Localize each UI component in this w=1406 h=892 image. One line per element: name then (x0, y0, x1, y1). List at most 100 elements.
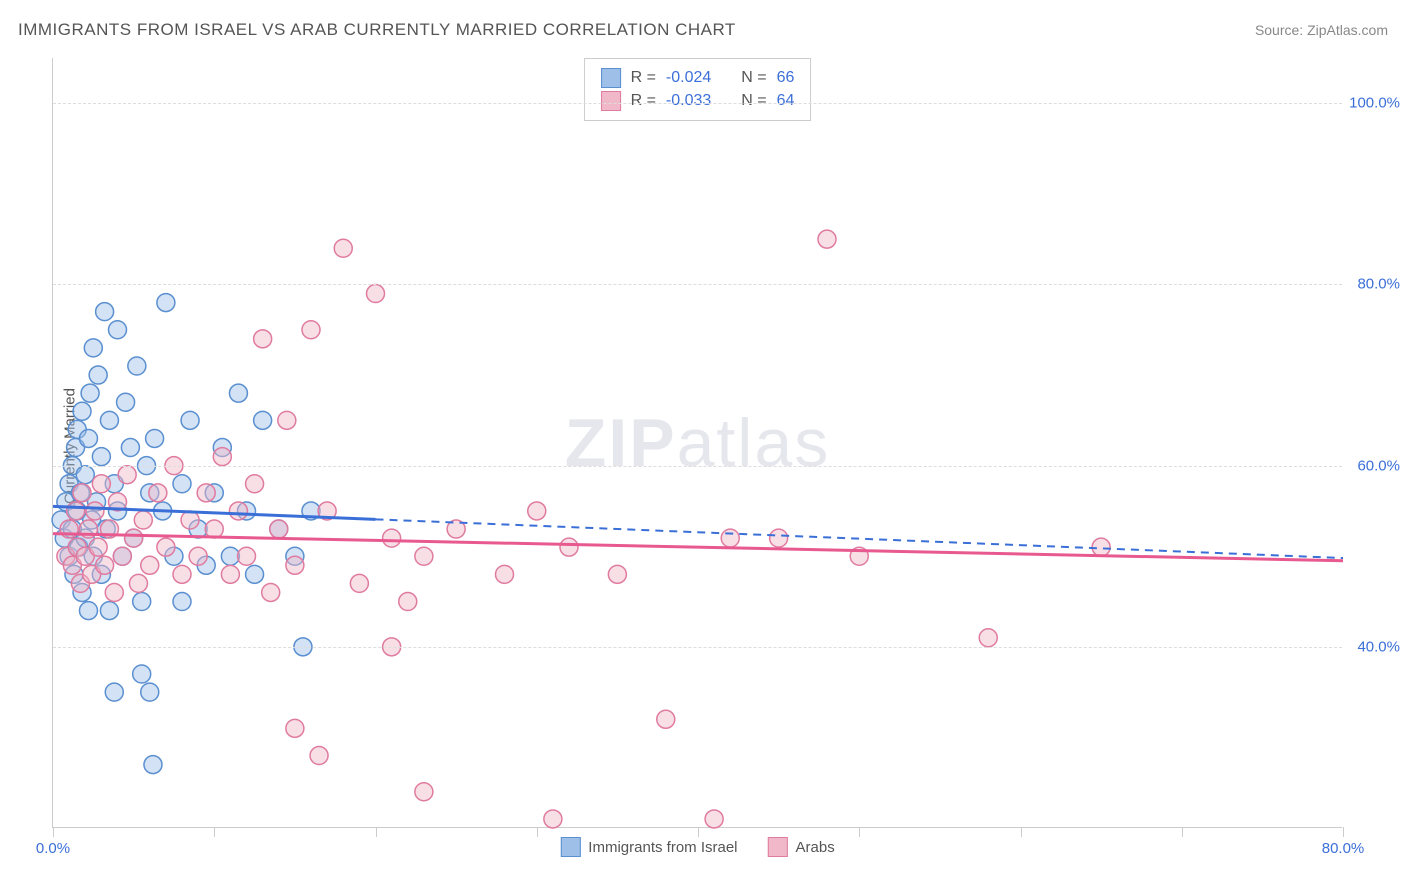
data-point (278, 411, 296, 429)
y-tick-label: 80.0% (1348, 276, 1400, 293)
data-point (181, 511, 199, 529)
x-tick (1182, 827, 1183, 837)
stats-row-series-1: R = -0.033 N = 64 (601, 91, 795, 111)
data-point (92, 475, 110, 493)
data-point (113, 547, 131, 565)
plot-svg (53, 58, 1343, 828)
data-point (608, 565, 626, 583)
data-point (544, 810, 562, 828)
data-point (173, 475, 191, 493)
data-point (109, 321, 127, 339)
data-point (238, 547, 256, 565)
stats-n-label: N = (741, 69, 766, 87)
data-point (128, 357, 146, 375)
data-point (189, 547, 207, 565)
data-point (286, 556, 304, 574)
data-point (254, 411, 272, 429)
y-tick-label: 100.0% (1348, 95, 1400, 112)
data-point (173, 593, 191, 611)
data-point (770, 529, 788, 547)
data-point (118, 466, 136, 484)
data-point (528, 502, 546, 520)
data-point (254, 330, 272, 348)
data-point (399, 593, 417, 611)
data-point (146, 429, 164, 447)
x-tick (859, 827, 860, 837)
data-point (367, 285, 385, 303)
data-point (157, 294, 175, 312)
data-point (133, 593, 151, 611)
data-point (229, 384, 247, 402)
data-point (383, 529, 401, 547)
chart-title: IMMIGRANTS FROM ISRAEL VS ARAB CURRENTLY… (18, 20, 736, 40)
plot-area: ZIPatlas R = -0.024 N = 66 R = -0.033 N … (52, 58, 1342, 828)
data-point (721, 529, 739, 547)
stats-n-value-0: 66 (777, 69, 795, 87)
data-point (415, 547, 433, 565)
data-point (415, 783, 433, 801)
stats-r-value-1: -0.033 (666, 92, 711, 110)
x-tick (698, 827, 699, 837)
data-point (334, 239, 352, 257)
data-point (105, 683, 123, 701)
x-tick (537, 827, 538, 837)
legend-label-0: Immigrants from Israel (588, 839, 737, 856)
x-tick (376, 827, 377, 837)
data-point (818, 230, 836, 248)
data-point (144, 756, 162, 774)
swatch-series-0 (601, 68, 621, 88)
data-point (270, 520, 288, 538)
data-point (246, 475, 264, 493)
swatch-series-1 (601, 91, 621, 111)
legend-item-0: Immigrants from Israel (560, 837, 737, 857)
data-point (100, 411, 118, 429)
source-label: Source: ZipAtlas.com (1255, 22, 1388, 38)
data-point (221, 547, 239, 565)
x-tick (1343, 827, 1344, 837)
data-point (89, 538, 107, 556)
grid-line (53, 103, 1342, 104)
data-point (197, 484, 215, 502)
data-point (105, 583, 123, 601)
data-point (181, 411, 199, 429)
x-tick-label: 80.0% (1322, 840, 1365, 857)
data-point (96, 303, 114, 321)
stats-n-value-1: 64 (777, 92, 795, 110)
x-tick (1021, 827, 1022, 837)
data-point (125, 529, 143, 547)
stats-legend: R = -0.024 N = 66 R = -0.033 N = 64 (584, 58, 812, 121)
data-point (96, 556, 114, 574)
bottom-legend: Immigrants from Israel Arabs (560, 837, 834, 857)
data-point (262, 583, 280, 601)
data-point (121, 439, 139, 457)
grid-line (53, 647, 1342, 648)
data-point (149, 484, 167, 502)
data-point (129, 574, 147, 592)
data-point (73, 484, 91, 502)
data-point (157, 538, 175, 556)
data-point (133, 665, 151, 683)
data-point (979, 629, 997, 647)
data-point (86, 502, 104, 520)
grid-line (53, 466, 1342, 467)
legend-label-1: Arabs (796, 839, 835, 856)
chart-container: IMMIGRANTS FROM ISRAEL VS ARAB CURRENTLY… (0, 0, 1406, 892)
data-point (117, 393, 135, 411)
swatch-series-1 (768, 837, 788, 857)
data-point (141, 556, 159, 574)
stats-n-label: N = (741, 92, 766, 110)
data-point (302, 321, 320, 339)
grid-line (53, 284, 1342, 285)
x-tick-label: 0.0% (36, 840, 70, 857)
data-point (81, 384, 99, 402)
data-point (229, 502, 247, 520)
data-point (213, 448, 231, 466)
stats-r-value-0: -0.024 (666, 69, 711, 87)
data-point (496, 565, 514, 583)
legend-item-1: Arabs (768, 837, 835, 857)
data-point (100, 602, 118, 620)
data-point (350, 574, 368, 592)
y-tick-label: 40.0% (1348, 638, 1400, 655)
data-point (84, 339, 102, 357)
data-point (141, 683, 159, 701)
